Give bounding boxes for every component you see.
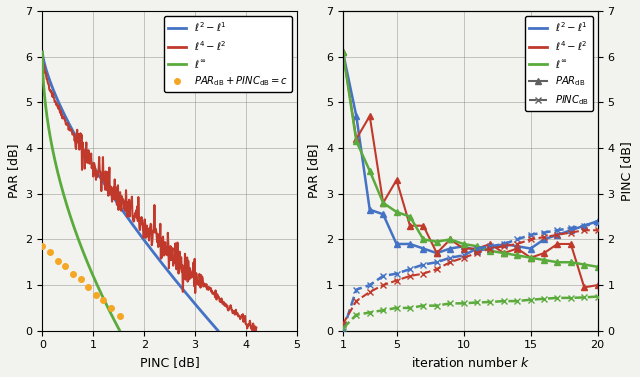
Legend: $\ell^2-\ell^1$, $\ell^4-\ell^2$, $\ell^\infty$, $PAR_{\mathrm{dB}}$, $PINC_{\ma: $\ell^2-\ell^1$, $\ell^4-\ell^2$, $\ell^…: [525, 16, 593, 111]
Y-axis label: PAR [dB]: PAR [dB]: [308, 144, 321, 198]
X-axis label: iteration number $k$: iteration number $k$: [411, 356, 530, 370]
Y-axis label: PAR [dB]: PAR [dB]: [7, 144, 20, 198]
Y-axis label: PINC [dB]: PINC [dB]: [620, 141, 633, 201]
Legend: $\ell^2-\ell^1$, $\ell^4-\ell^2$, $\ell^\infty$, $PAR_{\mathrm{dB}} + PINC_{\mat: $\ell^2-\ell^1$, $\ell^4-\ell^2$, $\ell^…: [164, 16, 292, 92]
X-axis label: PINC [dB]: PINC [dB]: [140, 356, 200, 369]
